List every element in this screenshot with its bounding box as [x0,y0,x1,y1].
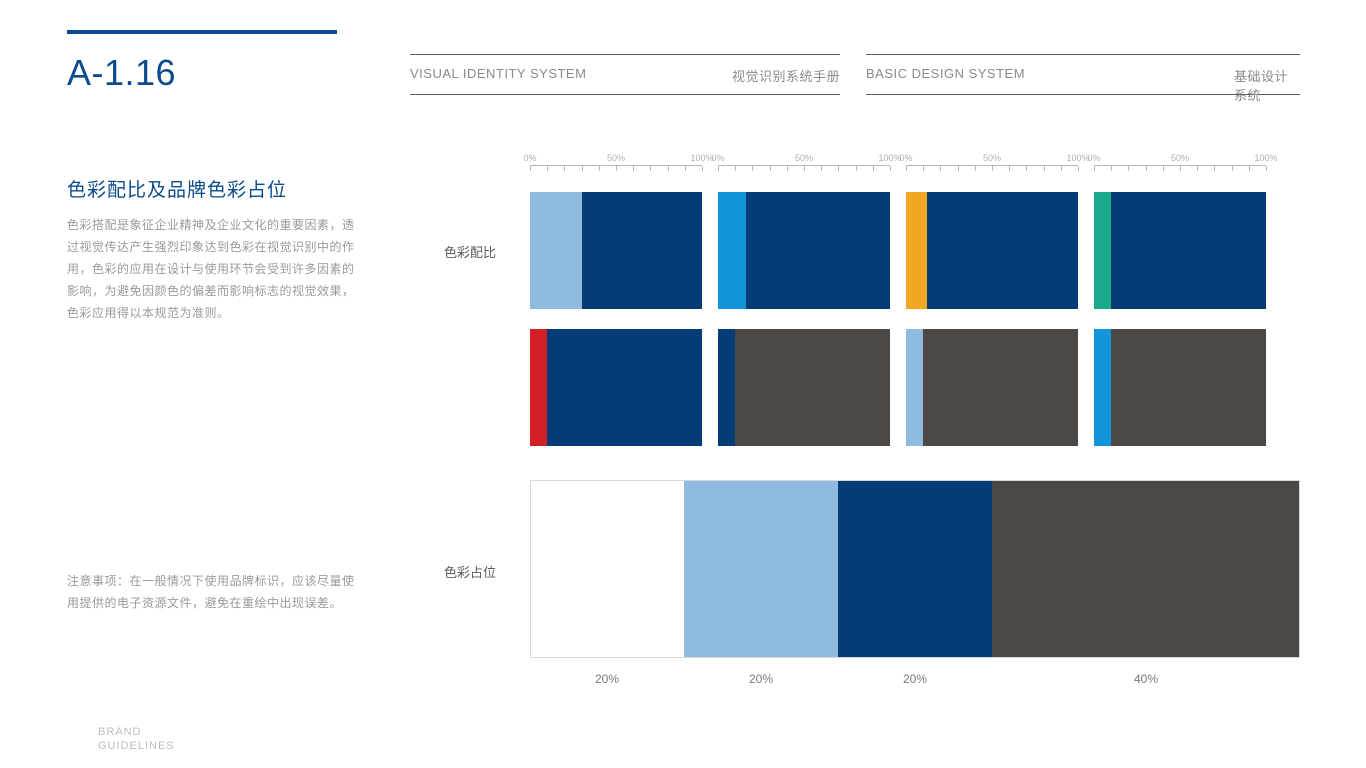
section-title: 色彩配比及品牌色彩占位 [67,175,287,202]
axis-ticks [1094,165,1266,172]
bar-segment [1111,192,1266,309]
bar-segment [927,192,1078,309]
body-text: 色彩搭配是象征企业精神及企业文化的重要因素，透过视觉传达产生强烈印象达到色彩在视… [67,214,357,324]
axis-1: 0%50%100% [718,153,890,171]
bar-segment [1094,329,1111,446]
axis-ticks [718,165,890,172]
bar-segment [718,192,746,309]
ratio-bar-5 [718,329,890,446]
bar-segment [1094,192,1111,309]
axis-label: 50% [1171,153,1189,163]
axis-label: 50% [795,153,813,163]
note-text: 注意事项：在一般情况下使用品牌标识，应该尽量使用提供的电子资源文件，避免在重绘中… [67,570,357,614]
axis-0: 0%50%100% [530,153,702,171]
hdr-rule-left-bot [410,94,840,95]
axis-label: 0% [899,153,912,163]
bar-segment [530,192,582,309]
occupancy-pct-label: 20% [595,672,619,686]
bar-segment [735,329,890,446]
hdr-right-cn: 基础设计系统 [1234,66,1300,104]
bar-segment [906,329,923,446]
occupancy-pct-label: 40% [1134,672,1158,686]
axis-label: 100% [690,153,713,163]
bar-segment [746,192,890,309]
axis-label: 50% [607,153,625,163]
top-thick-rule [67,30,337,34]
hdr-left-en: VISUAL IDENTITY SYSTEM [410,66,586,81]
bar-segment [906,192,927,309]
axis-2: 0%50%100% [906,153,1078,171]
axis-label: 100% [1066,153,1089,163]
ratio-bar-0 [530,192,702,309]
axis-label: 0% [711,153,724,163]
axis-label: 0% [523,153,536,163]
bar-segment [530,329,547,446]
bar-segment [923,329,1078,446]
footer-text: BRANDGUIDELINES [98,725,175,753]
hdr-rule-right-top [866,54,1300,55]
bar-segment [547,329,702,446]
occupancy-pct-label: 20% [749,672,773,686]
hdr-left-cn: 视觉识别系统手册 [732,66,840,85]
page-code: A-1.16 [67,52,176,94]
ratio-bar-4 [530,329,702,446]
hdr-right-en: BASIC DESIGN SYSTEM [866,66,1025,81]
row-label-occupancy: 色彩占位 [444,562,496,581]
axis-3: 0%50%100% [1094,153,1266,171]
ratio-bar-2 [906,192,1078,309]
ratio-bar-1 [718,192,890,309]
occupancy-pct-label: 20% [903,672,927,686]
hdr-rule-left-top [410,54,840,55]
ratio-bar-3 [1094,192,1266,309]
bar-segment [582,192,702,309]
bar-segment [718,329,735,446]
axis-label: 100% [878,153,901,163]
axis-label: 100% [1254,153,1277,163]
axis-label: 0% [1087,153,1100,163]
axis-label: 50% [983,153,1001,163]
row-label-ratio: 色彩配比 [444,242,496,261]
axis-ticks [906,165,1078,172]
occupancy-border [530,480,1300,658]
axis-ticks [530,165,702,172]
ratio-bar-7 [1094,329,1266,446]
ratio-bar-6 [906,329,1078,446]
bar-segment [1111,329,1266,446]
